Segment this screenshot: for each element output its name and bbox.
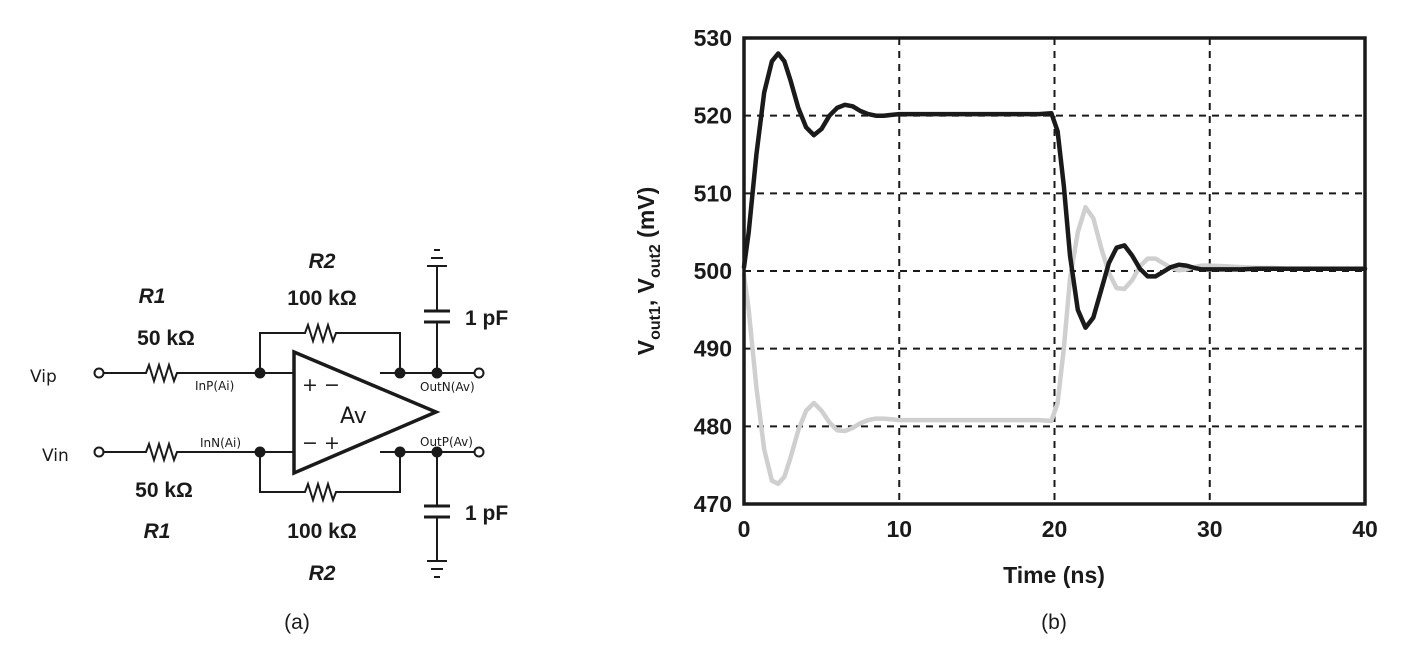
cap-top-plates [424,309,450,324]
r2-bottom-name: R2 [309,562,336,585]
y-axis-label-part: (mV) [633,187,659,245]
y-axis-label: Vout1, Vout2 (mV) [633,187,664,356]
outp-terminal [473,446,485,458]
cap-bottom-plates [424,504,450,519]
ground-top-icon [427,249,447,267]
r1-bottom-resistor [104,440,262,464]
circuit-schematic [93,249,485,578]
r1-bottom-value: 50 kΩ [135,479,193,502]
caption-a: (a) [284,611,310,634]
r2-bottom-value: 100 kΩ [287,520,356,543]
y-tick-label: 510 [694,180,732,206]
vip-label: Vip [30,367,57,387]
y-tick-labels: 470 480 490 500 510 520 530 [694,25,732,517]
x-tick-label: 40 [1352,516,1378,542]
r2-top-resistor [259,321,401,373]
y-tick-label: 490 [694,336,732,362]
caption-b: (b) [1041,611,1067,634]
amp-top-signs: + − [302,374,340,396]
outp-label: OutP(Av) [420,435,473,449]
r1-bottom-name: R1 [144,520,171,543]
r1-top-value: 50 kΩ [137,327,195,350]
r2-bottom-resistor [259,452,401,504]
outn-terminal [473,367,485,379]
ground-bottom-icon [427,560,447,578]
y-tick-label: 470 [694,491,732,517]
y-tick-label: 500 [694,258,732,284]
series-line-vout1 [741,51,1368,330]
x-tick-label: 20 [1042,516,1068,542]
r2-top-name: R2 [309,250,336,273]
y-axis-label-sub: out2 [647,244,664,278]
series-line-vout2 [741,205,1368,487]
amp-gain-label: Av [340,404,367,429]
plot-frame [742,36,1367,506]
r1-top-resistor [104,361,262,385]
transient-chart: 470 480 490 500 510 520 530 0 10 20 30 40 Time (ns… [633,25,1378,588]
y-tick-label: 520 [694,103,732,129]
inn-label: InN(Ai) [200,436,241,450]
vin-terminal [93,446,105,458]
r2-top-value: 100 kΩ [287,287,356,310]
y-axis-label-sub: out1 [647,306,664,340]
x-tick-label: 30 [1197,516,1223,542]
vin-label: Vin [42,446,69,466]
x-axis-label: Time (ns) [1003,562,1105,588]
chart-series [741,51,1368,487]
y-axis-label-part: V [633,339,659,355]
x-tick-label: 0 [738,516,751,542]
y-axis-label-part: , V [633,277,659,306]
vip-terminal [93,367,105,379]
x-tick-labels: 0 10 20 30 40 [738,516,1378,542]
inp-label: InP(Ai) [195,379,234,393]
amplifier-triangle [292,349,441,476]
cap-top-value: 1 pF [465,307,508,330]
r1-top-name: R1 [139,285,166,308]
amp-bottom-signs: − + [302,432,340,454]
cap-bottom-value: 1 pF [465,502,508,525]
y-tick-label: 480 [694,413,732,439]
outn-label: OutN(Av) [420,380,475,394]
x-tick-label: 10 [886,516,912,542]
y-tick-label: 530 [694,25,732,51]
